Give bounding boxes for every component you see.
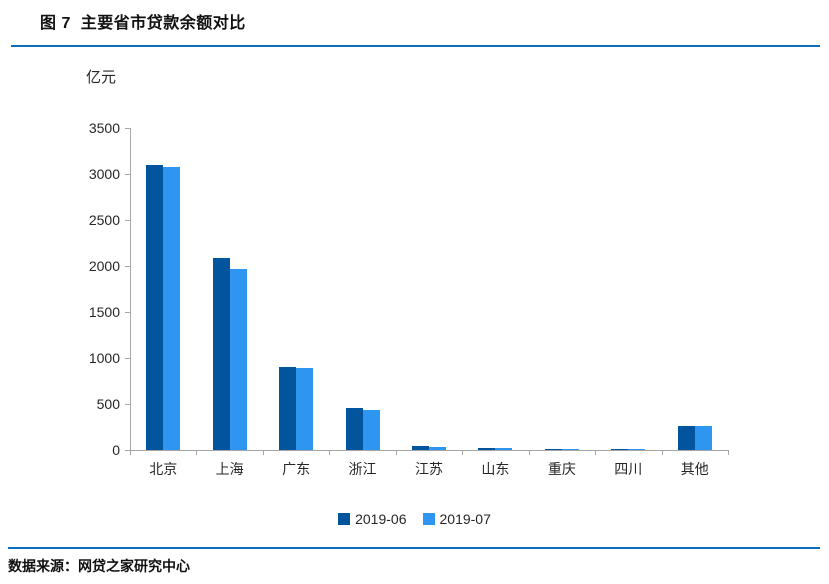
- bar-2019-07-上海: [229, 269, 247, 450]
- y-tick-label: 1500: [88, 304, 120, 320]
- y-tick-mark: [125, 174, 130, 175]
- x-tick-mark: [329, 451, 331, 455]
- x-tick-mark: [728, 451, 729, 455]
- category-label-其他: 其他: [680, 461, 709, 477]
- bar-group-山东: [462, 128, 528, 450]
- x-tick-mark: [196, 451, 198, 455]
- y-tick-mark: [125, 450, 130, 451]
- bar-group-江苏: [396, 128, 462, 450]
- chart-legend: 2019-06 2019-07: [0, 511, 829, 527]
- x-tick-mark: [595, 451, 597, 455]
- x-tick-mark: [130, 451, 131, 455]
- bar-group-广东: [263, 128, 329, 450]
- bar-2019-06-北京: [146, 165, 164, 450]
- y-tick-label: 0: [112, 442, 120, 458]
- legend-swatch-icon: [422, 513, 435, 525]
- bar-group-其他: [662, 128, 728, 450]
- y-tick-label: 3000: [88, 166, 120, 182]
- x-tick-mark: [528, 451, 530, 455]
- bar-2019-07-北京: [163, 167, 181, 450]
- category-label-浙江: 浙江: [348, 461, 377, 477]
- y-tick-mark: [125, 404, 130, 405]
- bottom-divider-rule: [8, 547, 820, 549]
- bar-plot-area: [130, 128, 728, 450]
- y-tick-mark: [125, 220, 130, 221]
- bar-2019-07-浙江: [362, 410, 380, 450]
- y-axis-line: [130, 128, 131, 450]
- bar-2019-07-四川: [628, 449, 646, 450]
- bar-2019-07-山东: [495, 448, 513, 450]
- bar-2019-07-重庆: [561, 449, 579, 450]
- bar-2019-06-上海: [212, 258, 230, 450]
- legend-item-2019-07: 2019-07: [422, 511, 491, 527]
- x-axis-line: [130, 450, 729, 451]
- legend-item-2019-06: 2019-06: [338, 511, 407, 527]
- y-tick-label: 3500: [88, 120, 120, 136]
- y-tick-mark: [125, 358, 130, 359]
- bar-2019-06-重庆: [544, 449, 562, 450]
- bar-group-北京: [130, 128, 196, 450]
- y-axis-unit-label: 亿元: [86, 69, 117, 86]
- y-tick-mark: [125, 128, 130, 129]
- figure-title: 图 7 主要省市贷款余额对比: [40, 15, 246, 32]
- bar-group-重庆: [529, 128, 595, 450]
- legend-swatch-icon: [338, 513, 351, 525]
- category-label-广东: 广东: [282, 461, 311, 477]
- x-tick-mark: [462, 451, 464, 455]
- x-tick-mark: [395, 451, 397, 455]
- bar-2019-07-广东: [296, 368, 314, 450]
- category-label-重庆: 重庆: [547, 461, 576, 477]
- bar-2019-07-其他: [694, 426, 712, 450]
- data-source-note: 数据来源：网贷之家研究中心: [8, 558, 190, 574]
- y-tick-label: 2500: [88, 212, 120, 228]
- y-tick-label: 2000: [88, 258, 120, 274]
- x-tick-mark: [262, 451, 264, 455]
- category-axis-labels: 北京 上海 广东 浙江 江苏 山东 重庆 四川 其他: [130, 459, 728, 479]
- y-tick-mark: [125, 266, 130, 267]
- legend-label: 2019-06: [355, 511, 407, 527]
- legend-label: 2019-07: [439, 511, 491, 527]
- bar-group-上海: [196, 128, 262, 450]
- category-label-上海: 上海: [215, 461, 244, 477]
- bar-2019-06-其他: [677, 426, 695, 450]
- bar-2019-06-江苏: [411, 446, 429, 450]
- bar-2019-06-四川: [611, 449, 629, 450]
- y-tick-label: 1000: [88, 350, 120, 366]
- category-label-四川: 四川: [614, 461, 643, 477]
- category-label-山东: 山东: [481, 461, 510, 477]
- bar-2019-07-江苏: [428, 447, 446, 450]
- top-divider-rule: [11, 45, 820, 47]
- bar-group-四川: [595, 128, 661, 450]
- bar-2019-06-广东: [279, 367, 297, 450]
- bar-2019-06-山东: [478, 448, 496, 450]
- y-tick-mark: [125, 312, 130, 313]
- category-label-江苏: 江苏: [414, 461, 443, 477]
- y-tick-label: 500: [96, 396, 120, 412]
- x-tick-mark: [661, 451, 663, 455]
- category-label-北京: 北京: [149, 461, 178, 477]
- bar-2019-06-浙江: [345, 408, 363, 450]
- bar-group-浙江: [329, 128, 395, 450]
